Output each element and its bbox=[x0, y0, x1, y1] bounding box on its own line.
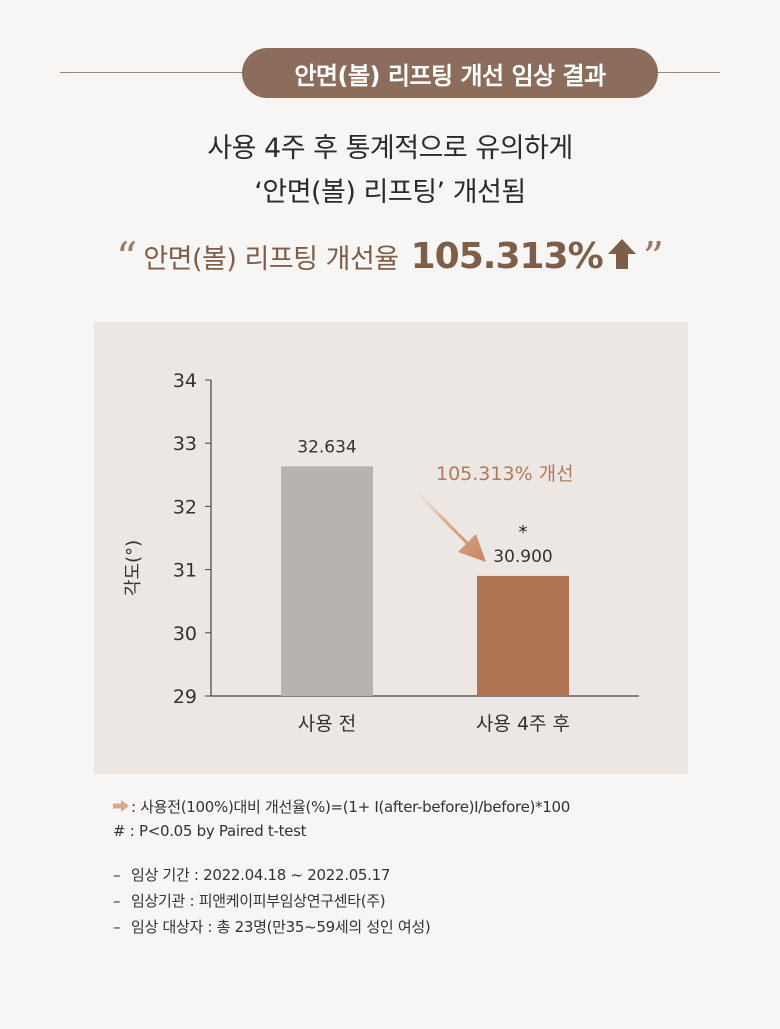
significance-marker: * bbox=[519, 522, 528, 543]
period-text: 임상 기간 : 2022.04.18 ~ 2022.05.17 bbox=[131, 866, 391, 884]
subjects-text: 임상 대상자 : 총 23명(만35~59세의 성인 여성) bbox=[131, 918, 431, 936]
bullet-dash: – bbox=[113, 865, 121, 884]
y-tick-label: 30 bbox=[173, 623, 197, 645]
close-quote: ” bbox=[642, 233, 665, 282]
formula-text: : 사용전(100%)대비 개선율(%)=(1+ I(after-before)… bbox=[131, 798, 571, 816]
page-title: 안면(볼) 리프팅 개선 임상 결과 bbox=[294, 61, 606, 90]
improvement-arrow-icon bbox=[410, 485, 486, 562]
title-pill: 안면(볼) 리프팅 개선 임상 결과 bbox=[242, 48, 658, 98]
note-significance: # : P<0.05 by Paired t-test bbox=[113, 822, 307, 840]
note-institution: – 임상기관 : 피앤케이피부임상연구센타(주) bbox=[113, 890, 386, 911]
bar-value-label: 30.900 bbox=[493, 547, 552, 567]
y-tick-label: 31 bbox=[173, 560, 197, 582]
y-tick-label: 33 bbox=[173, 433, 197, 455]
institution-text: 임상기관 : 피앤케이피부임상연구센타(주) bbox=[131, 892, 386, 910]
note-formula: : 사용전(100%)대비 개선율(%)=(1+ I(after-before)… bbox=[113, 796, 570, 817]
bullet-dash: – bbox=[113, 891, 121, 910]
improvement-annotation: 105.313% 개선 bbox=[436, 463, 574, 485]
y-tick-label: 34 bbox=[173, 370, 197, 392]
chart-panel: 29 30 31 32 33 34 32.634 사용 전 30.900 사용 4주 후 * 10… bbox=[94, 322, 688, 774]
note-period: – 임상 기간 : 2022.04.18 ~ 2022.05.17 bbox=[113, 864, 390, 885]
y-tick-label: 29 bbox=[173, 686, 197, 708]
improvement-rate: “ 안면(볼) 리프팅 개선율 105.313% ” bbox=[0, 226, 780, 286]
up-arrow-icon bbox=[607, 237, 637, 275]
bullet-dash: – bbox=[113, 917, 121, 936]
headline-line-1: 사용 4주 후 통계적으로 유의하게 bbox=[207, 133, 573, 164]
y-tick-label: 32 bbox=[173, 496, 197, 518]
improvement-value: 105.313% bbox=[410, 235, 604, 277]
x-category-label: 사용 4주 후 bbox=[476, 713, 570, 735]
bar-value-label: 32.634 bbox=[297, 437, 356, 457]
open-quote: “ bbox=[115, 233, 138, 282]
headline-line-2: ‘안면(볼) 리프팅’ 개선됨 bbox=[254, 177, 526, 208]
note-subjects: – 임상 대상자 : 총 23명(만35~59세의 성인 여성) bbox=[113, 916, 431, 937]
title-banner: 안면(볼) 리프팅 개선 임상 결과 bbox=[60, 44, 720, 102]
arrow-right-icon bbox=[113, 798, 129, 816]
bar-chart: 29 30 31 32 33 34 32.634 사용 전 30.900 사용 4주 후 * 10… bbox=[123, 370, 639, 735]
bar-1 bbox=[281, 466, 373, 696]
x-category-label: 사용 전 bbox=[298, 713, 356, 735]
improvement-label: 안면(볼) 리프팅 개선율 bbox=[143, 243, 399, 275]
y-axis-label: 각도(°) bbox=[123, 540, 144, 596]
bar-2 bbox=[477, 575, 569, 696]
